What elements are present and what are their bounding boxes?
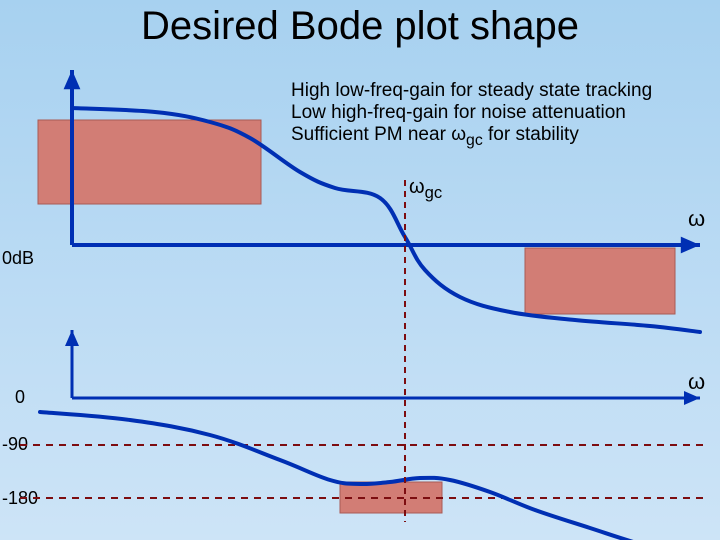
bode-plot-svg	[0, 0, 720, 540]
slide: Desired Bode plot shape High low-freq-ga…	[0, 0, 720, 540]
